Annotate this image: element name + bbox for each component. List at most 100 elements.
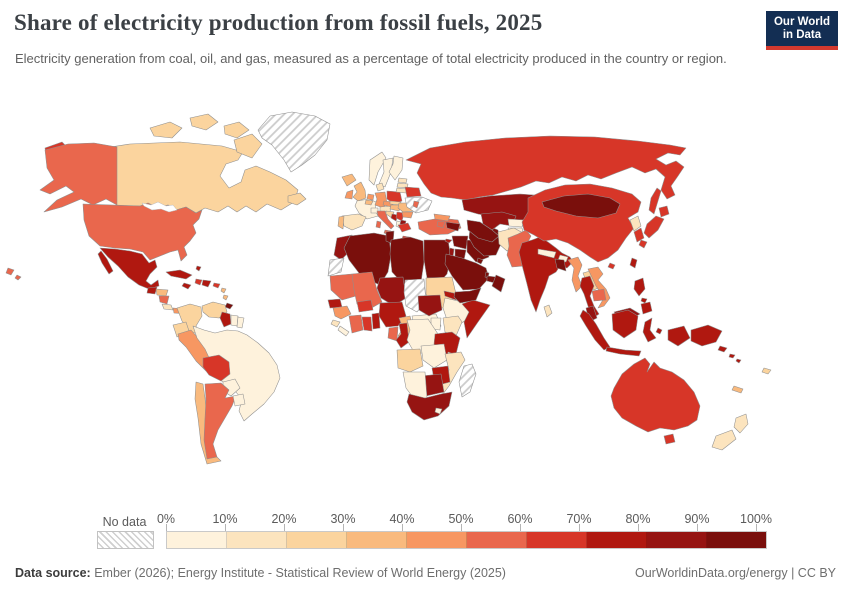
country-canada-arctic-island-3[interactable] [223, 121, 250, 139]
country-gabon[interactable] [387, 326, 399, 342]
country-angola[interactable] [396, 348, 424, 373]
owid-logo[interactable]: Our World in Data [765, 11, 838, 51]
country-papua-new-guinea[interactable] [690, 324, 723, 347]
country-taiwan[interactable] [629, 257, 638, 269]
legend-bin-1[interactable] [227, 532, 287, 548]
legend-bin-7[interactable] [587, 532, 647, 548]
country-mexico[interactable] [99, 247, 160, 290]
country-dominican-republic[interactable] [201, 279, 212, 288]
country-lesotho[interactable] [434, 407, 443, 415]
country-mexico-baja[interactable] [97, 250, 114, 275]
country-western-sahara[interactable] [327, 257, 345, 277]
country-australia[interactable] [610, 357, 701, 433]
footer-links[interactable]: OurWorldinData.org/energy | CC BY [634, 566, 836, 580]
country-costa-rica[interactable] [161, 303, 174, 311]
country-netherlands[interactable] [366, 193, 375, 201]
country-armenia[interactable] [436, 220, 446, 229]
legend-no-data-swatch[interactable] [97, 531, 154, 549]
country-lesser-antilles-1[interactable] [220, 287, 227, 294]
country-turkmenistan[interactable] [466, 219, 500, 243]
country-suriname[interactable] [230, 314, 239, 327]
country-cyprus[interactable] [444, 238, 453, 244]
country-italy[interactable] [376, 210, 395, 230]
country-indonesia-java[interactable] [605, 346, 642, 357]
legend-bin-5[interactable] [467, 532, 527, 548]
legend-bin-3[interactable] [347, 532, 407, 548]
country-belgium[interactable] [364, 199, 374, 206]
country-philippines-mindanao[interactable] [640, 301, 653, 315]
country-indonesia-papua[interactable] [667, 325, 691, 347]
country-kenya[interactable] [442, 315, 463, 337]
country-usa-alaska[interactable] [39, 142, 118, 213]
country-senegal[interactable] [327, 298, 343, 309]
country-zambia[interactable] [420, 343, 448, 369]
country-philippines-luzon[interactable] [633, 277, 646, 297]
country-bahamas[interactable] [195, 265, 202, 272]
country-canada-arctic-island-1[interactable] [149, 121, 183, 139]
country-spain[interactable] [341, 213, 367, 231]
country-ivory-coast[interactable] [348, 314, 364, 334]
country-canada-newfoundland[interactable] [287, 192, 307, 206]
country-estonia[interactable] [397, 177, 408, 184]
country-myanmar[interactable] [567, 256, 583, 293]
country-mongolia[interactable] [541, 193, 621, 219]
country-papua-new-guinea-new-britain[interactable] [717, 345, 728, 353]
country-russia-sakhalin[interactable] [648, 187, 662, 215]
legend-bin-8[interactable] [647, 532, 707, 548]
country-yemen[interactable] [453, 287, 482, 304]
country-china-hainan[interactable] [607, 262, 616, 270]
country-saudi-arabia[interactable] [444, 253, 490, 291]
country-sweden[interactable] [378, 157, 394, 188]
country-iceland[interactable] [341, 173, 357, 187]
country-indonesia-kalimantan[interactable] [611, 309, 639, 339]
country-mali[interactable] [351, 271, 383, 311]
country-guyana[interactable] [219, 311, 232, 328]
country-liberia[interactable] [337, 325, 350, 337]
country-ireland[interactable] [344, 189, 354, 200]
country-denmark[interactable] [375, 182, 385, 192]
country-cambodia[interactable] [591, 288, 607, 302]
country-madagascar[interactable] [458, 363, 477, 398]
country-somalia[interactable] [461, 299, 491, 339]
country-cuba[interactable] [165, 269, 193, 280]
country-indonesia-sulawesi[interactable] [642, 317, 657, 343]
country-new-zealand-south[interactable] [711, 429, 737, 451]
country-syria[interactable] [451, 235, 469, 250]
country-libya[interactable] [389, 236, 425, 285]
country-thailand[interactable] [579, 275, 600, 319]
country-indonesia-moluccas[interactable] [655, 327, 663, 335]
country-guinea[interactable] [332, 305, 352, 320]
country-norway[interactable] [368, 151, 387, 186]
country-fiji[interactable] [761, 367, 772, 375]
country-nicaragua[interactable] [158, 295, 170, 305]
country-benin-togo[interactable] [371, 312, 381, 330]
country-oman[interactable] [491, 274, 506, 293]
country-japan-honshu[interactable] [643, 215, 665, 239]
country-moldova[interactable] [412, 200, 420, 209]
country-south-sudan[interactable] [417, 294, 443, 317]
country-north-korea[interactable] [629, 215, 642, 232]
country-south-africa[interactable] [406, 391, 453, 421]
country-bolivia[interactable] [202, 354, 231, 382]
country-new-caledonia[interactable] [731, 385, 744, 394]
country-south-korea[interactable] [633, 227, 645, 243]
legend-bin-2[interactable] [287, 532, 347, 548]
country-french-guiana[interactable] [236, 316, 245, 329]
country-japan-hokkaido[interactable] [658, 205, 670, 218]
legend-bin-4[interactable] [407, 532, 467, 548]
country-bangladesh[interactable] [554, 258, 567, 272]
country-greenland[interactable] [257, 111, 331, 173]
country-kyrgyzstan[interactable] [507, 218, 525, 228]
country-switzerland[interactable] [370, 207, 379, 214]
country-greece[interactable] [397, 222, 412, 233]
country-new-zealand-north[interactable] [733, 413, 749, 434]
country-guatemala[interactable] [146, 286, 158, 295]
country-usa-hawaii-2[interactable] [14, 274, 22, 281]
country-belarus[interactable] [404, 186, 422, 198]
country-jamaica[interactable] [181, 282, 192, 290]
country-honduras[interactable] [155, 288, 169, 297]
country-canada-arctic-island-2[interactable] [189, 113, 219, 131]
country-united-kingdom[interactable] [352, 181, 367, 202]
country-lesser-antilles-2[interactable] [222, 294, 229, 301]
country-finland[interactable] [388, 155, 404, 181]
